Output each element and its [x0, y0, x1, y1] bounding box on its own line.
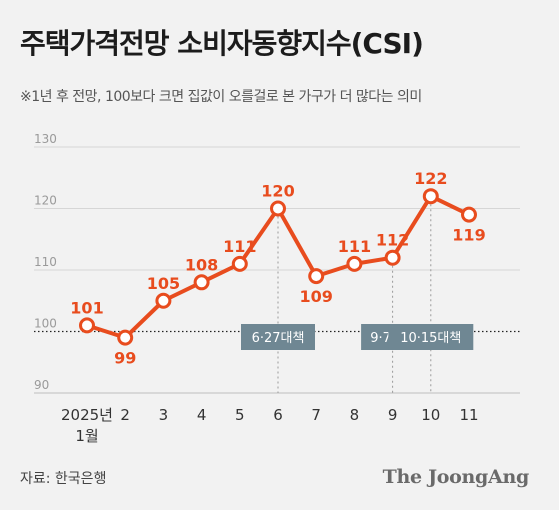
- data-label: 101: [70, 298, 103, 317]
- data-point: [117, 329, 134, 346]
- data-point: [79, 317, 95, 334]
- data-point: [461, 206, 477, 223]
- x-tick-label: 8: [350, 406, 360, 424]
- data-label: 112: [376, 231, 409, 250]
- csi-line-chart: 901001101201306·27대책9·7대책10·15대책10199105…: [34, 132, 520, 445]
- x-tick-label: 10: [421, 406, 440, 424]
- data-label: 105: [147, 274, 180, 293]
- annotation-label: 6·27대책: [252, 331, 305, 346]
- y-tick-label: 120: [34, 194, 57, 208]
- brand-logo: The JoongAng: [382, 466, 530, 488]
- x-tick-label: 1월: [75, 427, 98, 445]
- data-label: 111: [338, 237, 371, 256]
- data-point: [308, 268, 325, 285]
- data-point: [270, 200, 286, 217]
- y-tick-label: 130: [34, 132, 57, 146]
- data-label: 119: [452, 226, 485, 245]
- x-tick-label: 3: [159, 406, 169, 424]
- chart-subtitle: ※1년 후 전망, 100보다 크면 집값이 오를걸로 본 가구가 더 많다는 …: [20, 89, 422, 105]
- data-label: 120: [261, 182, 294, 201]
- data-point: [231, 255, 248, 272]
- source-note: 자료: 한국은행: [20, 471, 107, 487]
- annotation-badge: [241, 324, 315, 350]
- x-tick-label: 4: [197, 406, 207, 424]
- y-tick-label: 100: [34, 317, 57, 331]
- x-tick-label: 6: [273, 406, 283, 424]
- data-label: 111: [223, 237, 256, 256]
- x-tick-label: 9: [388, 406, 398, 424]
- data-point: [384, 249, 401, 266]
- x-tick-label: 2: [120, 406, 130, 424]
- data-label: 122: [414, 169, 447, 188]
- data-label: 99: [114, 349, 136, 368]
- y-tick-label: 90: [34, 378, 49, 392]
- annotation-badge: [388, 324, 474, 350]
- x-tick-label: 7: [311, 406, 321, 424]
- data-point: [193, 274, 210, 291]
- x-tick-label: 5: [235, 406, 245, 424]
- x-tick-label: 11: [459, 406, 478, 424]
- x-tick-label: 2025년: [61, 406, 113, 424]
- data-point: [346, 255, 363, 272]
- data-label: 108: [185, 255, 218, 274]
- annotation-label: 10·15대책: [400, 331, 461, 346]
- data-label: 109: [299, 287, 332, 306]
- data-point: [155, 292, 172, 309]
- data-point: [422, 188, 439, 205]
- chart-title: 주택가격전망 소비자동향지수(CSI): [20, 27, 424, 60]
- y-tick-label: 110: [34, 255, 57, 269]
